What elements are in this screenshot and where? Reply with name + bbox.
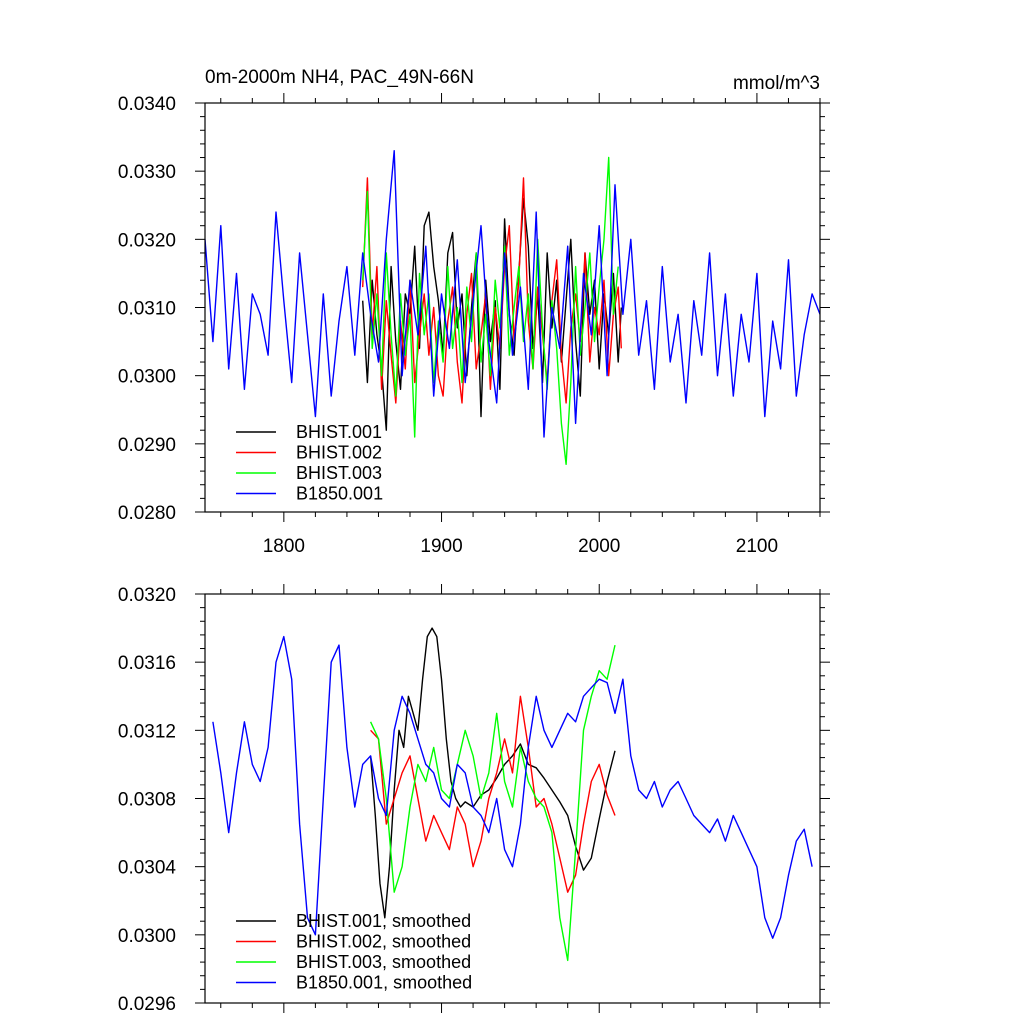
legend-label: BHIST.003 bbox=[296, 463, 382, 483]
legend-label: B1850.001, smoothed bbox=[296, 973, 472, 993]
legend-label: B1850.001 bbox=[296, 484, 383, 504]
y-tick-label: 0.0300 bbox=[118, 926, 176, 947]
y-tick-label: 0.0296 bbox=[118, 994, 176, 1015]
series-group bbox=[212, 627, 813, 962]
y-tick-label: 0.0340 bbox=[118, 94, 176, 115]
y-tick-label: 0.0290 bbox=[118, 435, 176, 456]
top-chart: 1800 1900 2000 2100 0.0280 0.0290 0.0300 0.0310… bbox=[118, 67, 830, 557]
series-line-3 bbox=[205, 149, 820, 438]
x-tick-label: 2000 bbox=[578, 536, 620, 557]
series-line-1 bbox=[370, 695, 616, 893]
legend-label: BHIST.001, smoothed bbox=[296, 911, 471, 931]
y-tick-label: 0.0320 bbox=[118, 230, 176, 251]
legend-label: BHIST.002 bbox=[296, 443, 382, 463]
y-tick-label: 0.0312 bbox=[118, 721, 176, 742]
y-tick-label: 0.0300 bbox=[118, 367, 176, 388]
bottom-chart: 0.0296 0.0300 0.0304 0.0308 0.0312 0.0316 0.03… bbox=[118, 584, 830, 1015]
units-label: mmol/m^3 bbox=[733, 73, 820, 94]
y-tick-label: 0.0308 bbox=[118, 790, 176, 811]
y-tick-label: 0.0330 bbox=[118, 162, 176, 183]
legend-label: BHIST.003, smoothed bbox=[296, 952, 471, 972]
y-tick-label: 0.0316 bbox=[118, 653, 176, 674]
series-line-3 bbox=[212, 635, 813, 939]
x-tick-label: 1800 bbox=[263, 536, 305, 557]
y-tick-label: 0.0280 bbox=[118, 503, 176, 524]
series-line-2 bbox=[362, 156, 619, 465]
y-tick-label: 0.0320 bbox=[118, 585, 176, 606]
y-tick-label: 0.0304 bbox=[118, 858, 177, 879]
series-line-2 bbox=[369, 644, 616, 962]
y-tick-label: 0.0310 bbox=[118, 299, 176, 320]
series-line-0 bbox=[369, 627, 616, 919]
series-group bbox=[205, 149, 820, 465]
x-tick-label: 1900 bbox=[420, 536, 462, 557]
x-tick-label: 2100 bbox=[736, 536, 778, 557]
legend-label: BHIST.001 bbox=[296, 422, 382, 442]
chart-title: 0m-2000m NH4, PAC_49N-66N bbox=[205, 67, 474, 88]
legend-label: BHIST.002, smoothed bbox=[296, 932, 471, 952]
